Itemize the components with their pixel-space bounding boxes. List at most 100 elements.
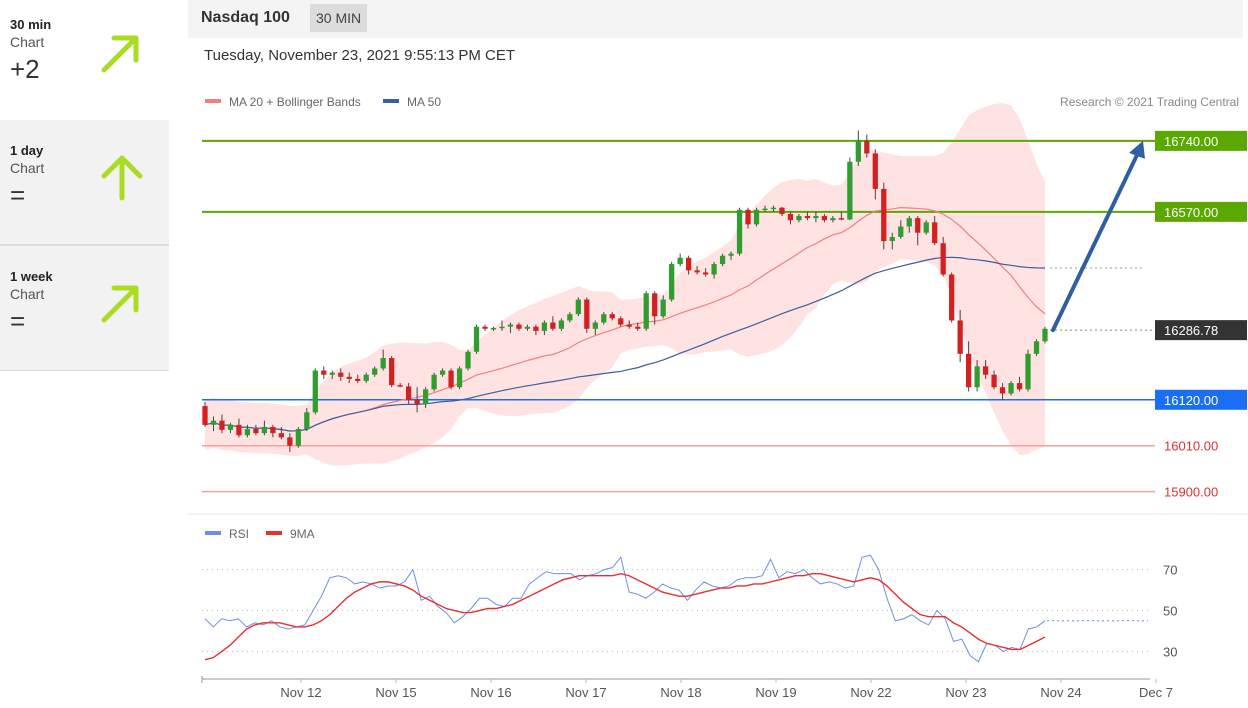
candle <box>355 374 361 384</box>
level-label: 15900.00 <box>1164 485 1218 500</box>
candle-body <box>889 236 895 242</box>
candle-body <box>270 426 276 434</box>
candle-body <box>609 314 615 319</box>
level-label: 16570.00 <box>1164 205 1218 220</box>
candle-body <box>686 257 692 271</box>
candle-body <box>745 209 751 225</box>
candle-body <box>321 370 327 375</box>
candle-body <box>338 372 344 377</box>
candle-body <box>482 326 488 329</box>
candle-body <box>465 351 471 369</box>
candle-body <box>202 406 208 425</box>
candle <box>575 297 581 317</box>
candle <box>847 157 853 221</box>
candle-body <box>906 218 912 227</box>
candle <box>949 272 955 323</box>
candle-body <box>592 322 598 329</box>
candle <box>261 420 268 436</box>
candle <box>999 383 1006 400</box>
candle-body <box>380 358 386 369</box>
candle-body <box>219 420 225 430</box>
candle <box>762 205 768 212</box>
target-arrow <box>1051 148 1141 333</box>
legend-label-ma20: MA 20 + Bollinger Bands <box>229 95 361 109</box>
candle <box>380 349 386 371</box>
candle-body <box>677 257 683 265</box>
candle <box>821 213 828 223</box>
sidebar-item-1week[interactable]: 1 week Chart = <box>0 245 169 371</box>
candle <box>219 414 225 434</box>
candle-body <box>618 318 624 325</box>
candle-body <box>584 299 590 329</box>
candle <box>406 383 412 404</box>
candle <box>210 416 217 432</box>
chart-timestamp: Tuesday, November 23, 2021 9:55:13 PM CE… <box>204 47 515 64</box>
sidebar-item-type: Chart <box>10 160 45 176</box>
ma50-line <box>204 256 1046 432</box>
candle-body <box>448 370 454 388</box>
candle <box>244 424 251 438</box>
candle <box>397 383 403 388</box>
candle-body <box>236 424 242 436</box>
candle-body <box>660 299 666 317</box>
candle <box>881 182 887 250</box>
candle-body <box>864 140 870 154</box>
candle-body <box>728 253 734 256</box>
candle-body <box>244 429 251 436</box>
candle <box>422 387 429 409</box>
candle-body <box>439 370 446 375</box>
candle <box>652 291 658 325</box>
candle-body <box>991 374 997 388</box>
sidebar-item-type: Chart <box>10 286 45 302</box>
candle <box>719 253 726 267</box>
candle-body <box>372 368 378 375</box>
candle <box>796 213 802 223</box>
candle <box>618 316 624 327</box>
rsi-tick-label: 30 <box>1163 645 1177 660</box>
x-tick-label: Nov 17 <box>565 685 606 700</box>
candle-body <box>507 324 514 327</box>
candle-body <box>541 322 548 331</box>
candle-body <box>422 389 429 404</box>
candle <box>295 426 301 448</box>
candle <box>864 134 870 158</box>
candle <box>338 368 344 381</box>
candle <box>584 297 590 333</box>
sidebar-item-1day[interactable]: 1 day Chart = <box>0 120 169 245</box>
candle-body <box>1008 383 1014 394</box>
legend-swatch-ma20 <box>205 99 221 103</box>
candle <box>329 370 335 379</box>
x-tick-label: Nov 23 <box>945 685 986 700</box>
candle-body <box>253 429 259 434</box>
candle-body <box>669 264 675 300</box>
candle-body <box>702 272 709 275</box>
candle-body <box>389 358 395 386</box>
candle <box>592 320 598 336</box>
sidebar-item-30min[interactable]: 30 min Chart +2 <box>0 0 169 125</box>
candle-body <box>762 208 768 211</box>
candle <box>507 322 514 333</box>
candle-body <box>406 386 412 400</box>
candle-body <box>414 399 420 404</box>
candle <box>227 422 234 434</box>
candle-body <box>626 324 632 327</box>
candle <box>567 312 573 323</box>
candle-body <box>966 353 972 388</box>
price-chart[interactable]: 16740.00 16570.00 16286.78 16120.00 16010.00… <box>188 0 1248 708</box>
candle <box>974 360 980 392</box>
timeframe-badge[interactable]: 30 MIN <box>310 4 368 32</box>
legend-label-9ma: 9MA <box>290 527 315 541</box>
candle <box>728 251 734 260</box>
candle <box>1008 380 1014 396</box>
sidebar-item-value: +2 <box>10 54 40 84</box>
candle-body <box>346 376 352 379</box>
candle-body <box>567 314 573 321</box>
candle <box>940 236 946 277</box>
x-tick-label: Nov 19 <box>755 685 796 700</box>
candle <box>660 295 666 319</box>
candle <box>872 149 878 200</box>
candle-body <box>830 218 836 221</box>
candle <box>253 424 259 436</box>
candle-body <box>982 366 989 375</box>
candle-body <box>804 216 811 219</box>
